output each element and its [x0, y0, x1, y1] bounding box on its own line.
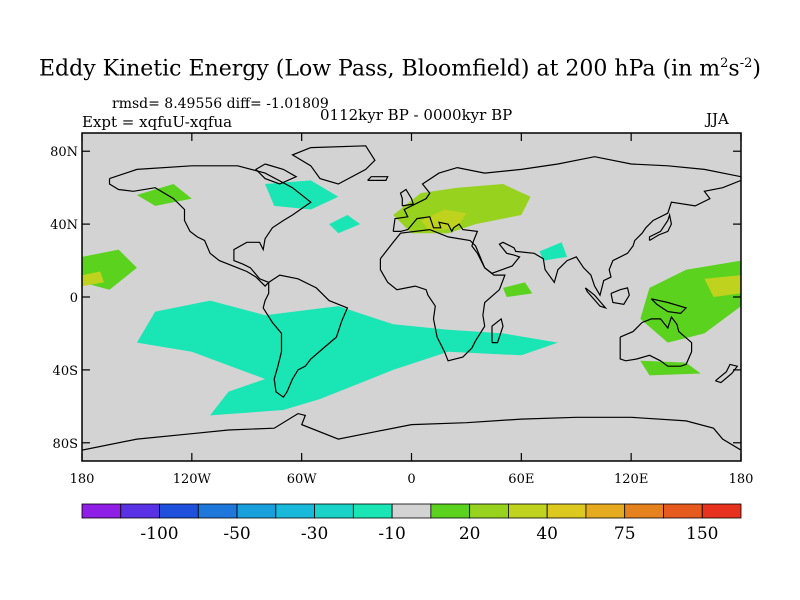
coastline-greenland	[291, 145, 376, 185]
coastline-south-america	[262, 274, 349, 399]
lon-tick-label: 60E	[508, 472, 534, 487]
rmsd-diff-text: rmsd= 8.49556 diff= -1.01809	[112, 96, 329, 112]
colorbar-label: 75	[614, 524, 636, 544]
title-sup-1: 2	[720, 56, 729, 71]
field-region-india-cyan	[539, 242, 568, 261]
title-end: )	[752, 56, 761, 82]
colorbar-label: -100	[140, 524, 178, 544]
colorbar-swatch	[701, 503, 742, 519]
coastline-layer	[82, 145, 741, 451]
chart-title: Eddy Kinetic Energy (Low Pass, Bloomfiel…	[0, 56, 800, 81]
colorbar-label: 20	[459, 524, 481, 544]
colorbar-label: -50	[223, 524, 250, 544]
coastline-sumatra	[584, 287, 608, 310]
colorbar-swatch	[197, 503, 238, 519]
axis-ticks: 80N 40N 0 40S 80S 180 120W 60W 0 60E 120E 180	[50, 133, 753, 487]
colorbar-swatch	[275, 503, 315, 519]
period-label: 0112kyr BP - 0000kyr BP	[320, 106, 513, 124]
lat-tick-label: 80N	[50, 145, 78, 160]
colorbar-swatch	[546, 503, 587, 519]
colorbar-label: 40	[536, 524, 558, 544]
colorbar-swatch	[469, 503, 509, 519]
lon-tick-label: 180	[729, 472, 754, 487]
colorbar-swatch	[508, 503, 548, 519]
lon-tick-label: 60W	[287, 472, 318, 487]
field-region-pacific-w-inner	[82, 271, 104, 287]
coastline-north-america	[108, 165, 312, 287]
field-region-s-hemisphere-cyan	[136, 300, 558, 416]
coastline-australia	[619, 315, 693, 367]
field-region-w-pacific-inner	[704, 275, 741, 297]
coastline-japan	[648, 212, 673, 242]
coastline-baffin	[254, 163, 298, 185]
coastline-borneo	[610, 287, 630, 305]
colorbar-swatch	[663, 503, 703, 519]
lat-tick-label: 40S	[53, 364, 78, 379]
field-region-n-atlantic-green	[136, 184, 192, 206]
colorbar-swatch	[352, 503, 393, 519]
field-region-europe-inner	[420, 209, 467, 232]
colorbar-swatch	[585, 503, 626, 519]
coastline-new-zealand	[715, 363, 739, 384]
coastline-new-guinea	[650, 298, 688, 315]
lon-tick-label: 120W	[173, 472, 212, 487]
lon-tick-label: 120E	[614, 472, 648, 487]
title-sup-2: -2	[739, 56, 753, 71]
coastline-uk	[399, 188, 415, 207]
colorbar-swatch	[81, 503, 122, 519]
colorbar-swatch	[430, 503, 471, 519]
colorbar-swatch	[624, 503, 664, 519]
coastline-madagascar	[491, 317, 504, 344]
season-label: JJA	[706, 110, 729, 128]
lat-tick-label: 40N	[50, 218, 78, 233]
field-region-indian-green	[503, 282, 533, 297]
lat-tick-label: 0	[70, 291, 78, 306]
colorbar-label: -10	[378, 524, 405, 544]
lon-tick-label: 180	[70, 472, 95, 487]
title-mid: s	[728, 56, 740, 82]
lat-tick-label: 80S	[53, 437, 78, 452]
experiment-label: Expt = xqfuU-xqfua	[82, 113, 233, 131]
colorbar-label: -30	[301, 524, 328, 544]
coastline-antarctica	[82, 412, 741, 451]
title-main: Eddy Kinetic Energy (Low Pass, Bloomfiel…	[39, 56, 721, 82]
colorbar-swatch	[314, 503, 354, 519]
map-background	[82, 133, 741, 461]
coastline-africa	[379, 228, 506, 362]
field-region-atlantic-spot-cyan	[329, 215, 361, 234]
colorbar: -100 -50 -30 -10 20 40 75 150	[81, 503, 742, 544]
colorbar-swatch	[236, 503, 277, 519]
coastline-iceland	[367, 176, 389, 181]
colorbar-swatch	[391, 503, 432, 519]
coastline-eurasia	[392, 156, 741, 297]
colorbar-swatch	[159, 503, 199, 519]
colorbar-swatch	[120, 503, 160, 519]
lon-tick-label: 0	[407, 472, 415, 487]
colorbar-label: 150	[686, 524, 718, 544]
